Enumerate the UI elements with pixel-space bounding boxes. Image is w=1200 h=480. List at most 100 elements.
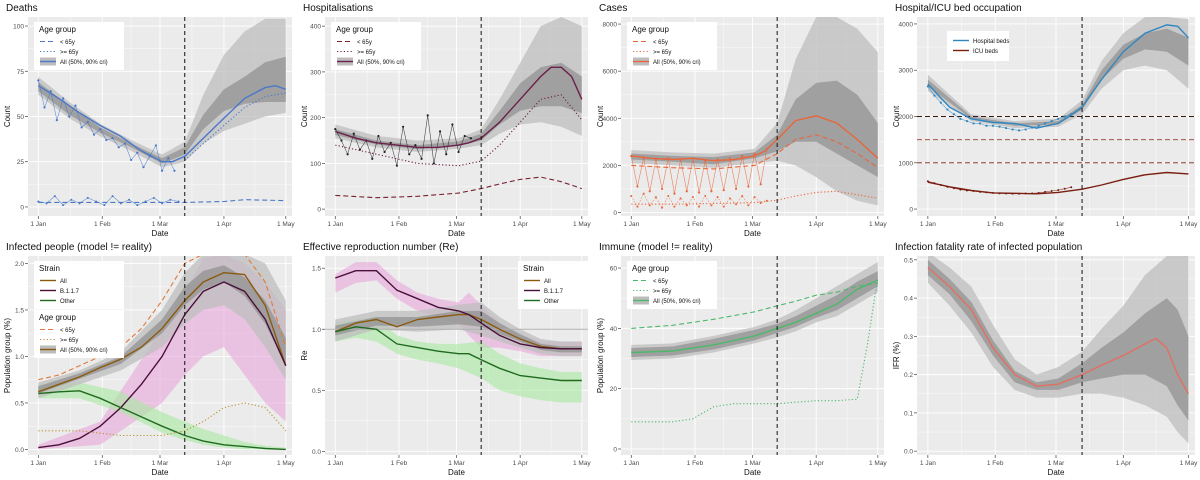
observed-point [1037,124,1040,127]
x-tick-label: 1 May [1180,460,1198,467]
credible-band-50 [335,310,582,353]
series-line-all-50-90-cri [631,115,879,162]
legend-title: Age group [39,313,76,322]
observed-point-secondary [169,198,172,201]
x-tick-label: 1 May [869,221,887,228]
legend-label: ICU beds [973,49,998,55]
chart-title: Effective reproduction number (Re) [303,242,458,253]
x-tick-label: 1 Apr [1116,460,1132,467]
x-tick-label: 1 Feb [687,460,704,467]
observed-point-secondary [152,196,155,199]
observed-point [438,130,442,133]
legend-label: Other [60,299,75,305]
observed-point [123,142,127,145]
x-tick-label: 1 Apr [216,221,232,228]
credible-band-50 [631,80,878,178]
x-tick-label: 1 Feb [687,221,704,228]
legend-title: Age group [39,25,76,34]
y-tick-label: 400 [310,24,321,31]
x-tick-label: 1 Mar [744,221,761,228]
x-tick-label: 1 Apr [216,460,232,467]
observed-point-secondary [62,204,65,207]
legend-label: >= 65y [60,50,78,56]
legend-title: Strain [39,264,60,273]
x-axis-label: Date [448,468,465,477]
y-tick-label: 6000 [603,69,618,76]
legend-label: < 65y [653,279,668,285]
x-tick-label: 1 Mar [152,221,169,228]
y-tick-label: 0 [613,210,617,217]
y-tick-label: 2.0 [15,261,24,268]
observed-point-secondary [667,194,670,197]
series-line-icu-beds [927,171,1189,195]
observed-point-secondary [136,204,139,207]
legend-label: All [60,279,67,285]
observed-point-secondary [759,202,762,205]
credible-band-90 [335,17,582,152]
x-tick-label: 1 Feb [987,460,1004,467]
y-tick-label: 100 [13,24,24,31]
legend-label: All (50%, 90% cri) [60,60,108,66]
credible-band-50 [927,28,1189,126]
legend: Age group < 65y >= 65y All (50%, 90% cri) [331,22,421,70]
chart-panel-beds: Hospital/ICU bed occupation 0 1000 2000 3000… [892,3,1198,238]
x-tick-label: 1 Apr [809,460,825,467]
y-axis-label: Count [300,105,309,127]
observed-point [1004,126,1008,130]
y-axis-label: Population group (%) [596,318,605,393]
x-tick-label: 1 Jan [920,221,936,228]
observed-point [1017,129,1021,132]
y-tick-label: 0.2 [904,372,913,379]
observed-point [130,158,133,162]
observed-point [160,169,164,172]
legend: Age group < 65y >= 65y All (50%, 90% cri) [627,261,717,309]
x-tick-label: 1 May [277,221,295,228]
legend-box [947,31,1009,61]
observed-point [105,138,108,142]
observed-point-secondary [111,195,114,198]
y-tick-label: 1.5 [15,307,24,314]
series-line-all [38,271,287,393]
observed-point [636,185,639,188]
y-tick-label: 3000 [899,68,914,75]
observed-point-secondary [716,196,719,199]
legend: Age group < 65y >= 65y All (50%, 90% cri) [627,22,717,70]
y-tick-label: 0.4 [904,296,913,303]
observed-point [401,125,405,128]
legend-label: >= 65y [60,338,78,344]
x-tick-label: 1 Feb [987,221,1004,228]
observed-point [68,115,71,118]
observed-point-secondary [698,205,701,208]
y-tick-label: 50 [17,114,25,121]
observed-point [426,114,429,117]
y-axis-label: Count [596,105,605,127]
y-axis-label: IFR (%) [892,341,901,369]
observed-point [939,101,942,104]
chart-panel-re: Effective reproduction number (Re) 0.0 0.5… [300,242,608,477]
observed-point [648,190,651,193]
observed-point [1044,122,1047,125]
legend-label: >= 65y [357,50,375,56]
legend-label: All (50%, 90% cri) [357,60,405,66]
chart-panel-cases: Cases 0 2000 4000 6000 8000 1 Jan 1 Feb 1 Mar 1 A… [596,3,887,238]
legend-label: All (50%, 90% cri) [653,299,701,305]
observed-point-secondary [679,197,682,200]
x-tick-label: 1 Mar [152,460,169,467]
series-line-65y [335,176,582,199]
observed-point [965,120,969,123]
observed-point-secondary [722,205,725,208]
observed-point [80,126,83,129]
observed-point [334,127,337,131]
chart-title: Hospitalisations [303,3,373,14]
observed-point [37,79,40,82]
x-tick-label: 1 May [277,460,295,467]
observed-point [1050,120,1053,123]
chart-title: Cases [599,3,627,14]
y-tick-label: 300 [310,69,321,76]
x-axis-label: Date [152,229,169,238]
observed-point-secondary [1057,189,1060,192]
x-tick-label: 1 Jan [623,460,639,467]
x-axis-label: Date [1048,468,1065,477]
observed-point [74,104,77,107]
